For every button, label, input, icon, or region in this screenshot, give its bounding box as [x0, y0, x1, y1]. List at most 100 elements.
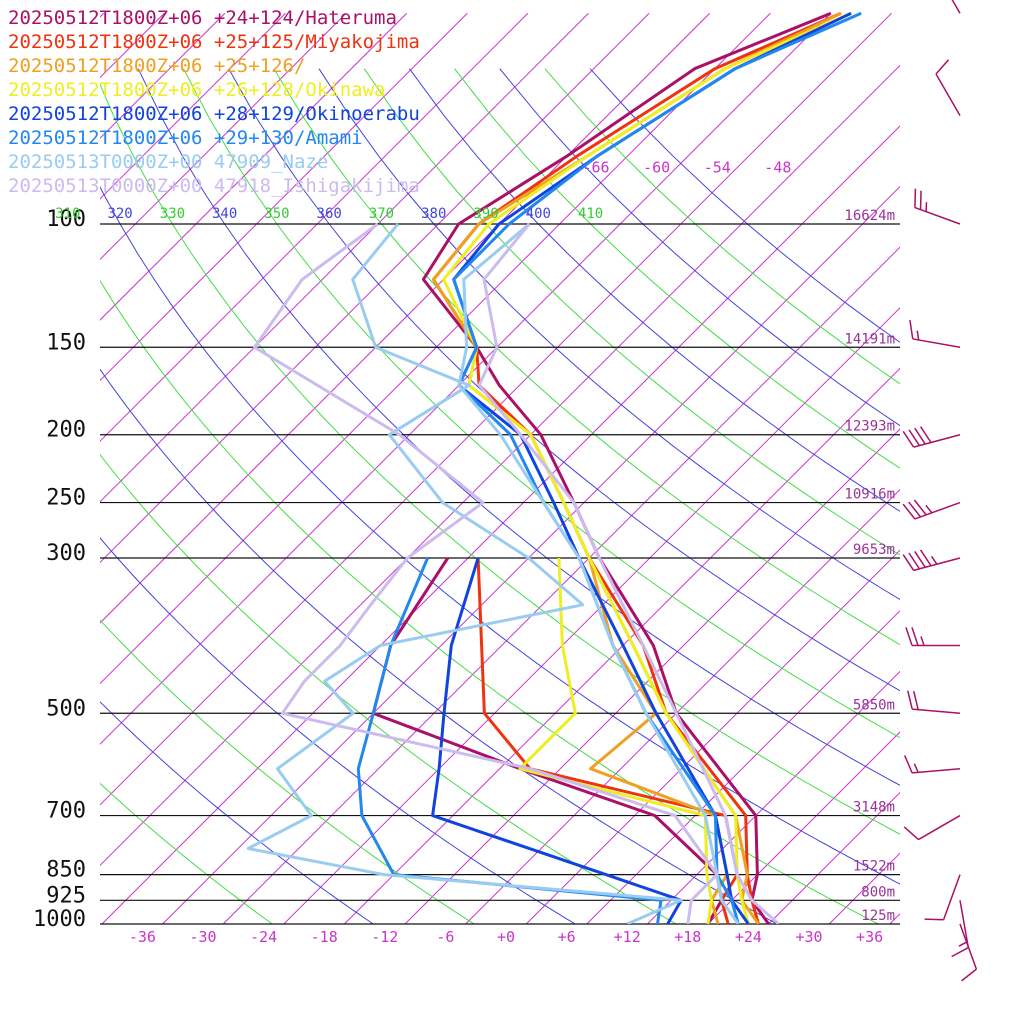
pressure-label: 100 [46, 207, 86, 232]
background-lines [0, 12, 900, 924]
height-label: 3148m [853, 800, 895, 816]
temperature-tick-label: -6 [436, 928, 454, 946]
pressure-label: 250 [46, 486, 86, 511]
temperature-tick-label: +12 [614, 928, 641, 946]
theta-label: 360 [317, 206, 342, 222]
wind-barb-flag [902, 554, 915, 571]
isotherm-line [100, 12, 771, 685]
height-label: 12393m [844, 419, 895, 435]
wind-barb [907, 690, 961, 715]
wind-barb-shaft [935, 73, 961, 116]
wind-barb-flag [902, 430, 915, 448]
theta-label: 380 [421, 206, 446, 222]
temperature-tick-label: -30 [189, 928, 216, 946]
wind-barb-flag [908, 552, 921, 570]
temperature-tick-label: +6 [558, 928, 576, 946]
wind-barb [935, 59, 961, 116]
isotherm-line [162, 185, 900, 924]
pressure-label: 925 [46, 883, 86, 908]
wind-barb-flag [961, 968, 977, 982]
wind-barb-flag [935, 59, 950, 75]
isotherm-line [889, 913, 900, 924]
legend-entry: 20250513T0000Z+00 47909_Naze [8, 151, 328, 173]
temperature-tick-label: +24 [735, 928, 762, 946]
legend-entry: 20250512T1800Z+06 +29+130/Amami [8, 127, 363, 149]
dry-adiabat-line [100, 83, 900, 835]
temperature-profile-line [477, 223, 780, 924]
dewpoint-profile-line [587, 557, 729, 924]
theta-label: 340 [212, 206, 237, 222]
isotherm-line [525, 549, 900, 924]
dry-adiabat-line [100, 619, 476, 924]
wind-barb [905, 627, 960, 647]
isotherm-line [0, 13, 43, 924]
wind-barb-half-flag [920, 636, 925, 646]
dry-adiabat-line [228, 68, 900, 692]
wind-barb-flag [914, 427, 926, 445]
wind-barb-flag [902, 503, 916, 520]
wind-barb-shaft [912, 338, 961, 349]
pressure-label: 500 [46, 696, 86, 721]
wind-barb-flag [905, 627, 913, 646]
temperature-profile-line [442, 11, 852, 924]
isotherm-line [828, 852, 900, 924]
temperature-profile-line [452, 11, 862, 924]
theta-label: 410 [578, 206, 603, 222]
isotherm-line [707, 731, 900, 924]
wind-barb-flag [911, 627, 919, 646]
temperature-tick-label: -24 [250, 928, 277, 946]
wind-barb-shaft [913, 433, 961, 448]
wind-barb-flag [951, 946, 969, 958]
isotherm-line [100, 64, 900, 867]
isotherm-line [100, 12, 468, 382]
isotherm-line [586, 610, 900, 924]
height-label: 5850m [853, 697, 895, 713]
legend-entry: 20250512T1800Z+06 +26+128/Okinawa [8, 79, 386, 101]
wind-barb-half-flag [958, 941, 968, 947]
dewpoint-profile-line [253, 222, 719, 924]
wind-barbs [902, 0, 978, 982]
wind-barb [914, 188, 961, 225]
isotherm-line [100, 12, 650, 564]
dry-adiabat-line [100, 701, 375, 924]
isotherm-line [100, 12, 892, 806]
pressure-label: 150 [46, 330, 86, 355]
legend-entry: 20250512T1800Z+06 +28+129/Okinoerabu [8, 103, 420, 125]
profile-series [246, 11, 862, 924]
theta-label: 390 [473, 206, 498, 222]
wind-barb-half-flag [916, 330, 920, 341]
wind-barb-flag [908, 429, 921, 447]
wind-barb-shaft [918, 814, 961, 841]
wind-barb-flag [913, 499, 927, 516]
dry-adiabat-line [100, 453, 678, 924]
wind-barb-shaft [942, 874, 961, 920]
isotherm-line [100, 12, 226, 139]
wind-barb-shaft [914, 501, 961, 520]
legend-entry: 20250512T1800Z+06 +25+126/ [8, 55, 305, 77]
isotherm-line [100, 12, 105, 18]
temperature-tick-label: +0 [497, 928, 515, 946]
height-label: 800m [861, 884, 895, 900]
wind-barb [959, 923, 978, 982]
dry-adiabat-line [363, 68, 900, 556]
height-label: 16624m [844, 208, 895, 224]
temperature-profile-line [452, 11, 852, 924]
theta-label: 310 [55, 206, 80, 222]
wind-barb-shaft [951, 0, 961, 14]
legend: 20250512T1800Z+06 +24+124/Hateruma202505… [8, 7, 420, 197]
wind-barb-flag [903, 755, 913, 774]
isotherm-line [404, 428, 900, 924]
height-label: 14191m [844, 331, 895, 347]
isotherm-line [768, 791, 900, 924]
wind-barb-flag [909, 320, 914, 340]
theta-label: 350 [264, 206, 289, 222]
height-label: 1522m [853, 859, 895, 875]
dry-adiabat-line [408, 68, 900, 512]
upper-temperature-label: -48 [764, 158, 791, 176]
height-label: 9653m [853, 542, 895, 558]
wind-barb [924, 874, 961, 921]
isotherm-line [100, 12, 529, 442]
wind-barb-flag [907, 690, 913, 710]
theta-label: 330 [160, 206, 185, 222]
wind-barb-half-flag [930, 555, 938, 565]
